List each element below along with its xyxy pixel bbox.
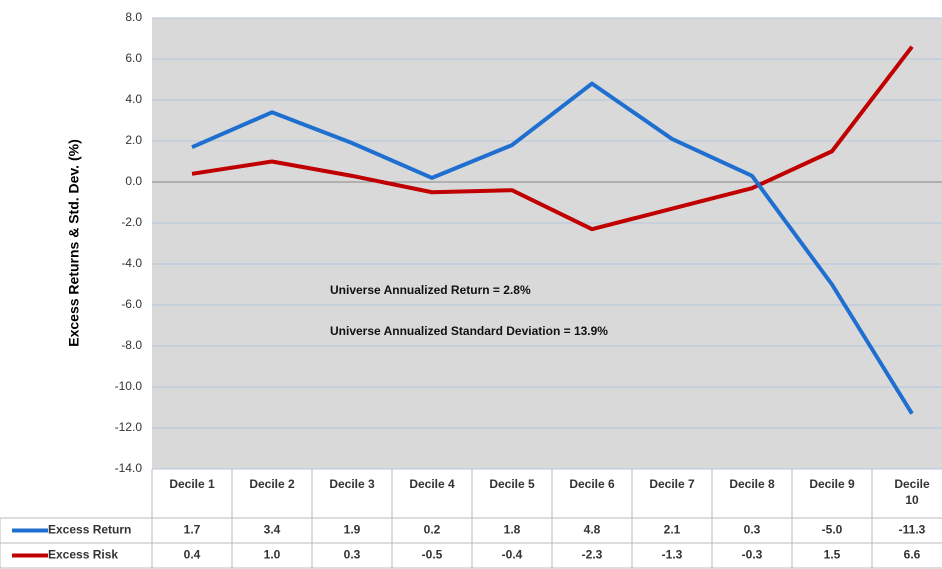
x-tick-label: Decile 3 bbox=[329, 477, 375, 491]
annotation: Universe Annualized Return = 2.8% bbox=[330, 283, 531, 297]
table-value: 4.8 bbox=[584, 523, 601, 537]
x-tick-label: Decile 7 bbox=[649, 477, 695, 491]
table-value: 2.1 bbox=[664, 523, 681, 537]
legend-label: Excess Risk bbox=[48, 548, 118, 562]
y-tick-label: -2.0 bbox=[121, 215, 142, 229]
y-tick-label: 8.0 bbox=[125, 10, 142, 24]
y-tick-label: 4.0 bbox=[125, 92, 142, 106]
y-tick-label: -12.0 bbox=[115, 420, 143, 434]
annotation: Universe Annualized Standard Deviation =… bbox=[330, 324, 608, 338]
y-tick-label: 6.0 bbox=[125, 51, 142, 65]
y-tick-label: 2.0 bbox=[125, 133, 142, 147]
y-tick-label: -14.0 bbox=[115, 461, 143, 475]
table-value: -11.3 bbox=[899, 523, 926, 537]
y-axis-label: Excess Returns & Std. Dev. (%) bbox=[66, 139, 82, 346]
series-line bbox=[191, 45, 914, 232]
table-value: -0.4 bbox=[502, 548, 523, 562]
x-tick-label: Decile 10 bbox=[894, 477, 930, 507]
table-value: -5.0 bbox=[822, 523, 843, 537]
x-tick-label: Decile 9 bbox=[809, 477, 855, 491]
table-value: 1.7 bbox=[184, 523, 201, 537]
x-tick-label: Decile 1 bbox=[169, 477, 215, 491]
table-value: 6.6 bbox=[904, 548, 921, 562]
table-value: 0.4 bbox=[184, 548, 201, 562]
table-value: 1.8 bbox=[504, 523, 521, 537]
y-tick-label: -8.0 bbox=[121, 338, 142, 352]
table-value: -0.5 bbox=[422, 548, 443, 562]
table-value: 1.0 bbox=[264, 548, 281, 562]
x-tick-label: Decile 8 bbox=[729, 477, 775, 491]
table-value: -0.3 bbox=[742, 548, 763, 562]
y-tick-label: 0.0 bbox=[125, 174, 142, 188]
x-tick-label: Decile 6 bbox=[569, 477, 615, 491]
table-value: -2.3 bbox=[582, 548, 603, 562]
x-tick-label: Decile 2 bbox=[249, 477, 295, 491]
plot-area bbox=[152, 18, 942, 469]
y-tick-label: -10.0 bbox=[115, 379, 143, 393]
x-tick-label: Decile 5 bbox=[489, 477, 535, 491]
y-tick-label: -6.0 bbox=[121, 297, 142, 311]
table-value: 0.3 bbox=[744, 523, 761, 537]
legend-label: Excess Return bbox=[48, 523, 131, 537]
series-line bbox=[191, 81, 914, 415]
table-value: 1.9 bbox=[344, 523, 361, 537]
table-value: 0.3 bbox=[344, 548, 361, 562]
table-value: -1.3 bbox=[662, 548, 683, 562]
table-value: 1.5 bbox=[824, 548, 841, 562]
x-tick-label: Decile 4 bbox=[409, 477, 455, 491]
y-tick-label: -4.0 bbox=[121, 256, 142, 270]
table-value: 0.2 bbox=[424, 523, 441, 537]
table-value: 3.4 bbox=[264, 523, 281, 537]
